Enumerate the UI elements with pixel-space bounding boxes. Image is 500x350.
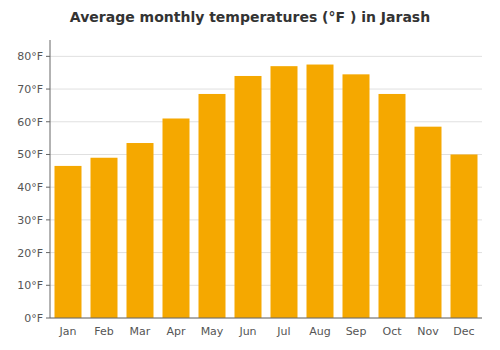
y-axis: 0°F 10°F 20°F 30°F 40°F 50°F 60°F 70°F 80°F xyxy=(17,40,50,325)
bar xyxy=(91,158,118,318)
chart-container: Average monthly temperatures (°F ) in Ja… xyxy=(0,0,500,350)
y-tick-label: 30°F xyxy=(17,214,43,227)
y-tick-label: 40°F xyxy=(17,181,43,194)
x-tick-label: Dec xyxy=(453,325,474,338)
bar xyxy=(415,127,442,318)
y-tick-label: 10°F xyxy=(17,279,43,292)
y-axis-line xyxy=(50,40,51,318)
y-tick-label: 0°F xyxy=(24,312,43,325)
bar xyxy=(343,74,370,318)
x-tick-label: May xyxy=(201,325,224,338)
bar xyxy=(379,94,406,318)
y-tick-label: 70°F xyxy=(17,83,43,96)
y-tick xyxy=(46,56,50,57)
y-tick-label: 60°F xyxy=(17,116,43,129)
bar xyxy=(199,94,226,318)
y-tick xyxy=(46,219,50,220)
bar xyxy=(307,65,334,318)
x-tick-label: Sep xyxy=(346,325,367,338)
chart-svg: Average monthly temperatures (°F ) in Ja… xyxy=(0,0,500,350)
y-tick-label: 80°F xyxy=(17,50,43,63)
bar xyxy=(451,154,478,318)
x-tick-label: Feb xyxy=(94,325,113,338)
bars xyxy=(55,65,478,318)
bar xyxy=(127,143,154,318)
y-tick-label: 20°F xyxy=(17,247,43,260)
grid-line xyxy=(50,318,482,319)
grid-line xyxy=(50,89,482,90)
x-tick-label: Jan xyxy=(59,325,77,338)
x-tick-label: Aug xyxy=(309,325,330,338)
y-tick xyxy=(46,252,50,253)
x-tick-label: Nov xyxy=(417,325,439,338)
bar xyxy=(235,76,262,318)
y-tick xyxy=(46,121,50,122)
bar xyxy=(55,166,82,318)
y-tick xyxy=(46,285,50,286)
y-tick-label: 50°F xyxy=(17,148,43,161)
x-tick-label: Jun xyxy=(238,325,256,338)
chart-title: Average monthly temperatures (°F ) in Ja… xyxy=(70,9,430,25)
x-axis: Jan Feb Mar Apr May Jun Jul Aug Sep Oct Nov Dec xyxy=(50,318,482,338)
x-tick-label: Apr xyxy=(166,325,186,338)
x-tick-label: Jul xyxy=(276,325,290,338)
y-tick xyxy=(46,89,50,90)
x-tick-label: Oct xyxy=(382,325,402,338)
x-tick-label: Mar xyxy=(130,325,151,338)
grid-line xyxy=(50,121,482,122)
bar xyxy=(163,118,190,318)
y-tick xyxy=(46,187,50,188)
y-tick xyxy=(46,154,50,155)
y-tick xyxy=(46,318,50,319)
grid xyxy=(50,56,482,318)
grid-line xyxy=(50,56,482,57)
x-axis-line xyxy=(50,318,482,319)
bar xyxy=(271,66,298,318)
